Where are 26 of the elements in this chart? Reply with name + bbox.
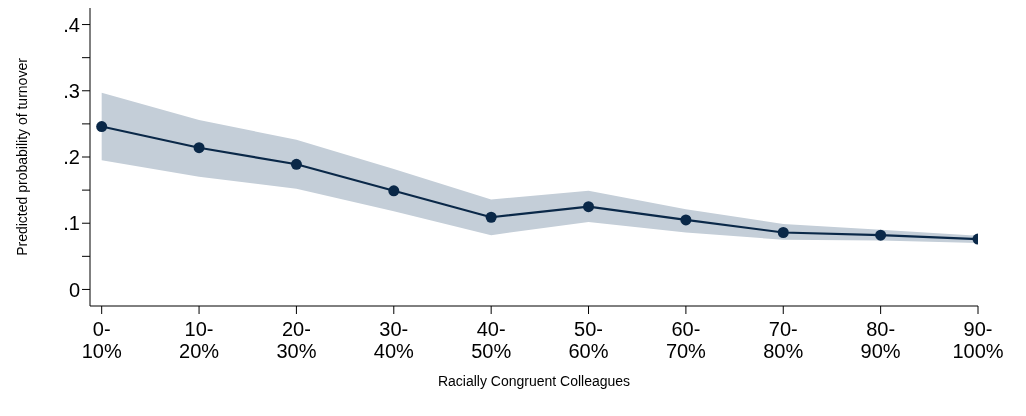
x-tick-label: 70-80% [763, 318, 804, 362]
point [388, 185, 400, 197]
point [583, 201, 595, 213]
point [96, 121, 108, 133]
x-tick-label: 80-90% [860, 318, 901, 362]
x-tick-label: 60-70% [665, 318, 707, 362]
point [777, 226, 789, 238]
point [193, 142, 205, 154]
x-tick-label: 0-10% [81, 318, 122, 362]
point [680, 214, 692, 226]
point [875, 229, 887, 241]
point [485, 211, 497, 223]
x-tick-label: 10-20% [179, 318, 220, 362]
x-tick-label: 40-50% [471, 318, 512, 362]
y-tick-label: .4 [63, 13, 80, 36]
y-axis-title: Predicted probability of turnover [13, 57, 30, 256]
x-tick-label: 30-40% [373, 318, 415, 362]
y-tick-label: .3 [63, 79, 80, 102]
x-tick-label: 20-30% [276, 318, 317, 362]
x-tick-label: 50-60% [568, 318, 609, 362]
x-axis-title: Racially Congruent Colleagues [437, 373, 631, 389]
y-tick-label: .2 [63, 146, 80, 169]
point [290, 158, 302, 170]
y-tick-label: 0 [68, 278, 80, 301]
x-tick-label: 90-100% [952, 318, 1004, 362]
y-tick-label: .1 [63, 212, 80, 235]
